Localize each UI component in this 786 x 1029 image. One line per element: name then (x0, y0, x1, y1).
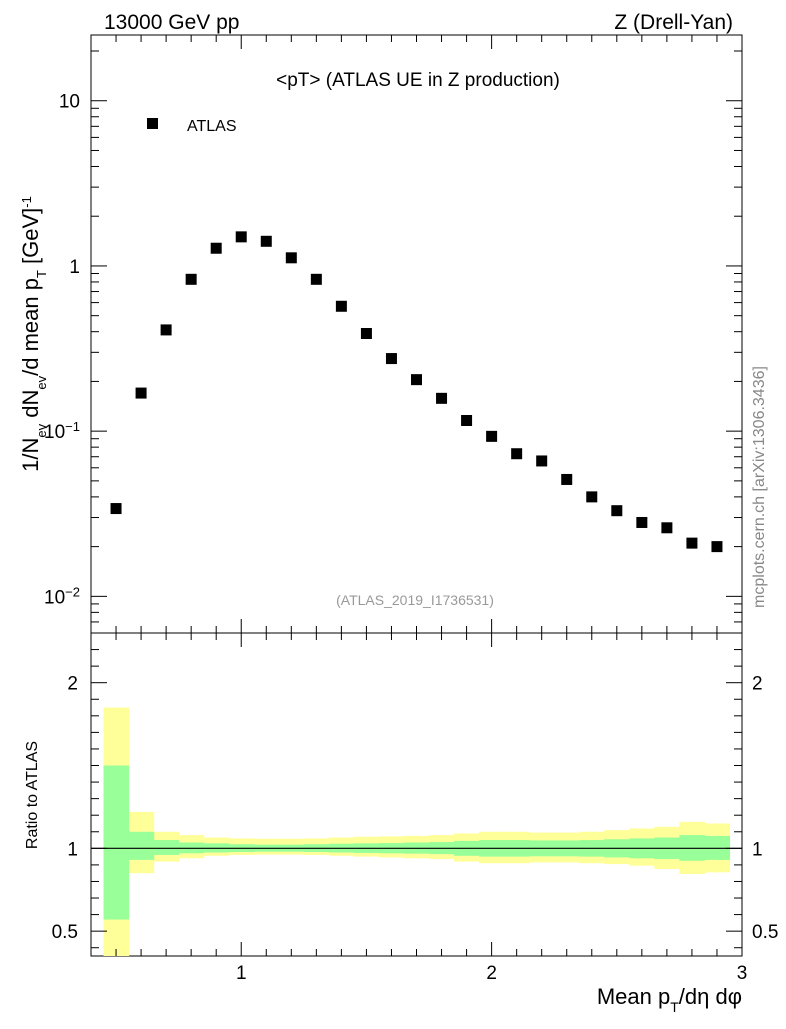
y-tick-label-lower-left: 0.5 (52, 922, 78, 943)
data-point-atlas (335, 300, 347, 312)
y-tick-label-upper: 10 (59, 92, 80, 113)
data-point-atlas (486, 430, 498, 442)
y-tick-label-lower-left: 1 (67, 839, 78, 860)
legend-marker-atlas (147, 118, 158, 129)
ratio-bands (91, 707, 742, 956)
data-point-atlas (160, 324, 172, 336)
y-tick-label-upper: 1 (69, 257, 80, 278)
y-tick-label-upper: 10−2 (44, 584, 80, 609)
data-point-atlas (511, 448, 523, 460)
data-point-atlas (260, 235, 272, 247)
data-point-atlas (561, 473, 573, 485)
y-tick-label-lower-right: 0.5 (752, 922, 778, 943)
data-point-atlas (536, 455, 548, 467)
ratio-band-stat-bin (103, 765, 130, 920)
data-point-atlas (235, 231, 247, 243)
data-point-atlas (385, 353, 397, 365)
y-tick-label-lower-left: 2 (67, 674, 78, 695)
data-point-atlas (436, 392, 448, 404)
analysis-tag: (ATLAS_2019_I1736531) (336, 592, 494, 608)
y-tick-label-lower-right: 2 (752, 674, 763, 695)
data-point-atlas (711, 541, 723, 553)
header-left: 13000 GeV pp (104, 11, 239, 34)
data-point-atlas (611, 505, 623, 517)
x-tick-label: 3 (737, 963, 748, 984)
ratio-band-stat-bin (128, 831, 155, 860)
data-point-atlas (185, 273, 197, 285)
mcplots-side-label: mcplots.cern.ch [arXiv:1306.3436] (751, 366, 768, 608)
data-point-atlas (636, 516, 648, 528)
y-tick-label-lower-right: 1 (752, 839, 763, 860)
x-tick-label: 1 (236, 963, 247, 984)
data-point-atlas (586, 491, 598, 503)
data-point-atlas (411, 374, 422, 386)
upper-title: <pT> (ATLAS UE in Z production) (276, 70, 560, 91)
lower-panel-frame (90, 632, 743, 957)
data-point-atlas (135, 387, 147, 399)
legend-label-atlas: ATLAS (187, 118, 237, 135)
x-axis-label: Mean pT/dη dφ (597, 984, 742, 1015)
ratio-band-stat-bin (153, 840, 180, 855)
x-tick-label: 2 (486, 963, 497, 984)
data-point-atlas (110, 503, 122, 515)
data-point-atlas (310, 273, 322, 285)
data-point-atlas (686, 537, 698, 549)
upper-data-points (110, 231, 723, 553)
upper-axis-ticks: 10−2 10−1 1 10 (44, 35, 743, 634)
data-point-atlas (360, 328, 372, 340)
data-point-atlas (661, 522, 673, 534)
data-point-atlas (210, 242, 222, 254)
y-tick-label-upper: 10−1 (44, 419, 80, 444)
lower-axis-ticks: 1 2 30.5 0.51 12 2 (52, 633, 778, 984)
header-right: Z (Drell-Yan) (614, 11, 733, 34)
lower-y-axis-label: Ratio to ATLAS (24, 741, 41, 849)
data-point-atlas (285, 252, 297, 264)
data-point-atlas (461, 414, 473, 426)
